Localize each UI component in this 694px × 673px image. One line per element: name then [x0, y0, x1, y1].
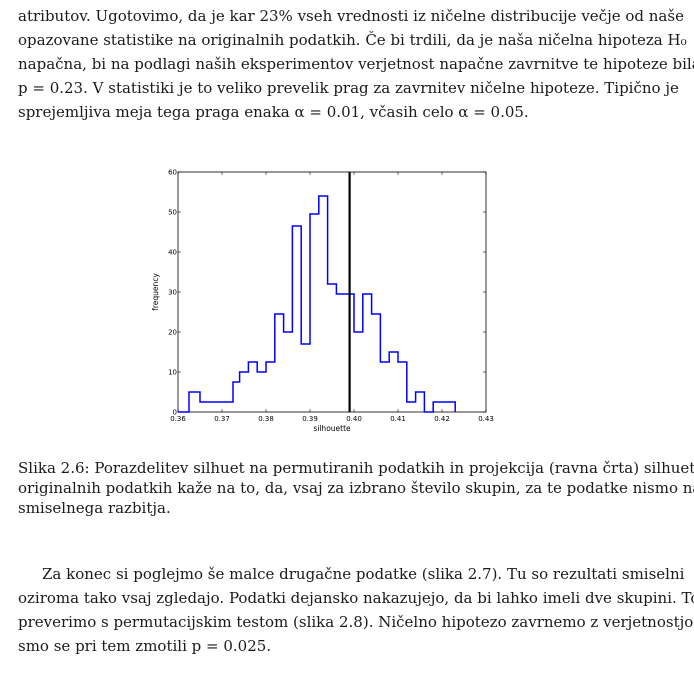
y-axis-label: frequency — [151, 273, 160, 311]
y-tick-label: 10 — [168, 369, 177, 377]
x-tick-label: 0.40 — [346, 415, 362, 423]
histogram-figure: 0.36 0.37 0.38 0.39 0.40 0.41 0.42 0.43 0 10 20 30 4… — [151, 169, 494, 434]
axis-ticks: 0.36 0.37 0.38 0.39 0.40 0.41 0.42 0.43 0 10 20 30 4… — [168, 169, 494, 424]
paragraph-bottom: Za konec si poglejmo še malce drugačne p… — [18, 562, 694, 658]
y-tick-label: 20 — [168, 329, 177, 337]
paragraph-line: Za konec si poglejmo še malce drugačne p… — [42, 565, 685, 583]
paragraph-line: preverimo s permutacijskim testom (slika… — [18, 613, 694, 631]
histogram-chart: 0.36 0.37 0.38 0.39 0.40 0.41 0.42 0.43 0 10 20 30 4… — [151, 169, 494, 434]
paragraph-line: opazovane statistike na originalnih poda… — [18, 31, 687, 49]
x-tick-label: 0.43 — [478, 415, 494, 423]
paragraph-line: sprejemljiva meja tega praga enaka α = 0… — [18, 103, 529, 121]
caption-line: originalnih podatkih kaže na to, da, vsa… — [18, 479, 694, 497]
caption-line: Slika 2.6: Porazdelitev silhuet na permu… — [18, 459, 694, 477]
paragraph-line: napačna, bi na podlagi naših eksperiment… — [18, 55, 694, 73]
y-tick-label: 40 — [168, 249, 177, 257]
figure-caption: Slika 2.6: Porazdelitev silhuet na permu… — [18, 458, 694, 518]
x-tick-label: 0.37 — [214, 415, 230, 423]
caption-line: smiselnega razbitja. — [18, 499, 171, 517]
x-tick-label: 0.39 — [302, 415, 318, 423]
y-tick-label: 0 — [173, 409, 177, 417]
y-tick-label: 50 — [168, 209, 177, 217]
histogram-outline — [178, 195, 456, 413]
paragraph-top: atributov. Ugotovimo, da je kar 23% vseh… — [18, 4, 694, 124]
x-tick-label: 0.36 — [170, 415, 186, 423]
x-tick-label: 0.41 — [390, 415, 406, 423]
paragraph-line: p = 0.23. V statistiki je to veliko prev… — [18, 79, 679, 97]
plot-frame — [177, 171, 487, 413]
paragraph-line: oziroma tako vsaj zgledajo. Podatki deja… — [18, 589, 694, 607]
x-tick-label: 0.38 — [258, 415, 274, 423]
paragraph-line: atributov. Ugotovimo, da je kar 23% vseh… — [18, 7, 684, 25]
paragraph-line: smo se pri tem zmotili p = 0.025. — [18, 637, 272, 655]
x-tick-label: 0.42 — [434, 415, 450, 423]
x-axis-label: silhouette — [313, 424, 351, 433]
y-tick-label: 30 — [168, 289, 177, 297]
y-tick-label: 60 — [168, 169, 177, 177]
